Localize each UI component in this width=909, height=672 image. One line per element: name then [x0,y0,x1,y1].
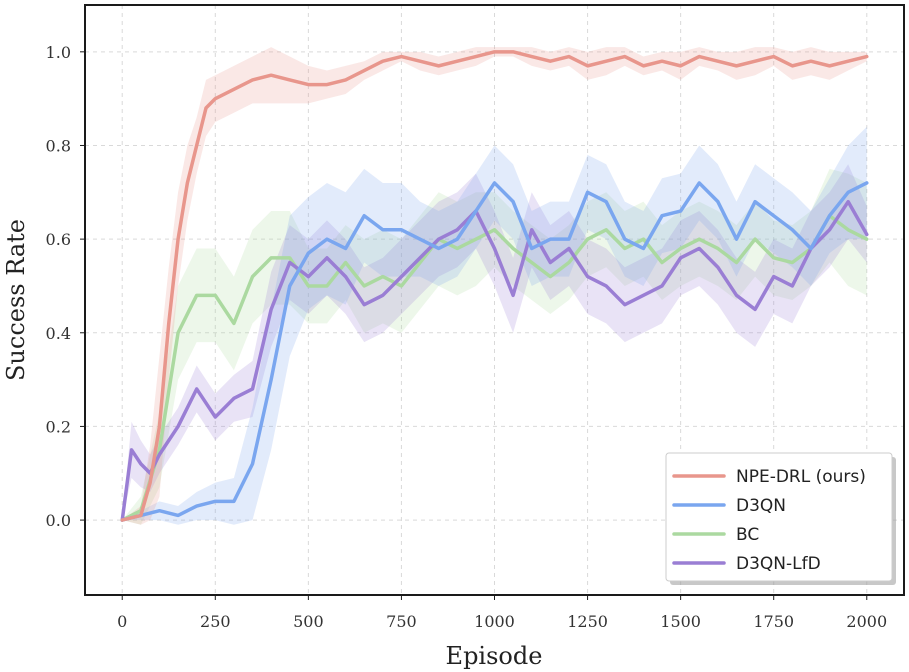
x-tick-label: 1000 [474,612,515,631]
legend: NPE-DRL (ours) D3QN BC D3QN-LfD [665,452,896,585]
axis-ticks: 0 250 500 750 1000 1250 1500 1750 2000 0.0 0.2 0.4 0… [46,43,888,631]
grid [85,5,904,595]
series-lines [120,50,869,522]
y-tick-label: 0.4 [46,324,71,343]
x-tick-label: 2000 [846,612,887,631]
d3qn-band [122,126,867,525]
npe-drl-ours-line [120,50,869,522]
y-tick-label: 1.0 [46,43,71,62]
legend-label-d3qn: D3QN [736,496,786,516]
y-tick-label: 0.0 [46,511,71,530]
legend-items: NPE-DRL (ours) D3QN BC D3QN-LfD [672,467,866,574]
bc-line [120,213,869,522]
legend-label-bc: BC [736,525,759,545]
x-tick-label: 0 [117,612,127,631]
x-tick-label: 1750 [753,612,794,631]
y-tick-label: 0.2 [46,417,71,436]
y-tick-label: 0.8 [46,136,71,155]
x-tick-label: 750 [386,612,417,631]
legend-label-npe-drl-ours: NPE-DRL (ours) [736,467,866,487]
x-tick-label: 500 [293,612,324,631]
y-tick-label: 0.6 [46,230,71,249]
x-tick-label: 250 [200,612,231,631]
y-axis-title: Success Rate [2,219,30,381]
legend-box [665,452,893,582]
d3qn-line [120,181,869,522]
x-tick-label: 1250 [567,612,608,631]
x-tick-label: 1500 [660,612,701,631]
legend-label-d3qn-lfd: D3QN-LfD [736,554,821,574]
x-axis-title: Episode [446,642,543,670]
